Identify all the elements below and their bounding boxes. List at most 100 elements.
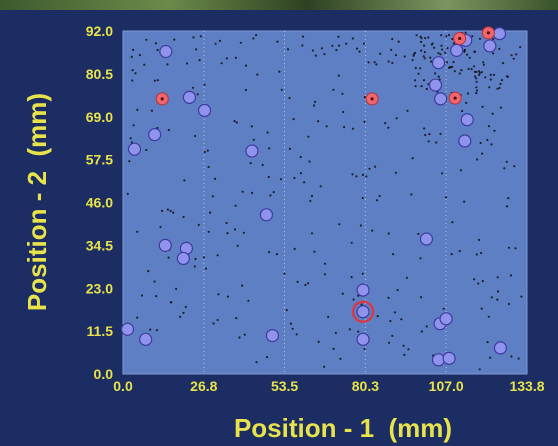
noise-dot — [425, 87, 428, 91]
noise-dot — [448, 66, 451, 69]
noise-dot — [415, 34, 418, 37]
noise-dot — [150, 109, 153, 112]
blue-marker — [483, 39, 497, 53]
noise-dot — [155, 295, 158, 298]
noise-dot — [293, 247, 296, 250]
noise-dot — [471, 35, 474, 38]
noise-dot — [427, 140, 430, 143]
noise-dot — [452, 60, 455, 64]
noise-dot — [239, 41, 242, 44]
noise-dot — [313, 250, 316, 253]
noise-dot — [490, 143, 493, 146]
noise-dot — [489, 73, 492, 76]
noise-dot — [475, 92, 478, 95]
noise-dot — [194, 134, 197, 138]
noise-dot — [166, 208, 169, 211]
noise-dot — [420, 296, 423, 299]
noise-dot — [507, 197, 510, 200]
noise-dot — [450, 253, 453, 256]
noise-dot — [209, 211, 212, 214]
red-marker — [448, 91, 462, 105]
noise-dot — [490, 296, 493, 299]
noise-dot — [499, 106, 502, 109]
noise-dot — [313, 104, 316, 107]
noise-dot — [244, 64, 248, 67]
noise-dot — [505, 205, 509, 208]
noise-dot — [198, 59, 201, 62]
noise-dot — [167, 256, 170, 259]
blue-marker — [176, 251, 190, 266]
noise-dot — [301, 44, 304, 47]
noise-dot — [444, 51, 447, 54]
blue-marker — [120, 322, 135, 336]
x-axis-label: Position - 1 (mm) — [234, 413, 452, 443]
blue-marker — [419, 232, 434, 246]
noise-dot — [220, 62, 223, 65]
noise-dot — [361, 272, 364, 275]
noise-dot — [509, 274, 513, 277]
noise-dot — [507, 246, 511, 249]
noise-dot — [252, 138, 255, 141]
noise-dot — [391, 334, 394, 337]
noise-dot — [218, 39, 221, 43]
noise-dot — [361, 196, 364, 200]
noise-dot — [272, 191, 275, 194]
blue-marker — [259, 208, 274, 222]
noise-dot — [375, 63, 378, 66]
noise-dot — [352, 298, 355, 301]
noise-dot — [161, 209, 164, 212]
blue-marker — [428, 78, 443, 92]
noise-dot — [363, 347, 366, 350]
noise-dot — [476, 158, 479, 161]
noise-dot — [478, 71, 481, 75]
blue-marker — [458, 134, 472, 148]
noise-dot — [286, 48, 290, 51]
noise-dot — [433, 46, 436, 49]
noise-dot — [496, 298, 499, 301]
noise-dot — [261, 163, 264, 167]
noise-dot — [473, 70, 476, 73]
noise-dot — [296, 280, 299, 283]
noise-dot — [431, 42, 434, 45]
noise-dot — [411, 157, 414, 160]
noise-dot — [141, 294, 144, 297]
noise-dot — [480, 307, 483, 310]
noise-dot — [167, 128, 170, 132]
y-tick-label: 80.5 — [86, 66, 113, 82]
noise-dot — [256, 73, 259, 76]
noise-dot — [351, 127, 354, 130]
noise-dot — [458, 249, 461, 253]
noise-dot — [310, 232, 314, 235]
noise-dot — [207, 230, 210, 233]
x-tick-labels: 0.0 26.8 53.5 80.3 107.0 133.8 — [113, 378, 544, 394]
noise-dot — [473, 65, 476, 68]
noise-dot — [194, 257, 197, 261]
noise-dot — [317, 120, 320, 123]
noise-dot — [132, 124, 135, 127]
noise-dot — [453, 70, 456, 73]
noise-dot — [173, 38, 176, 41]
noise-dot — [241, 190, 244, 193]
noise-dot — [387, 60, 390, 63]
noise-dot — [498, 86, 501, 89]
noise-dot — [175, 287, 178, 290]
noise-dot — [478, 368, 481, 371]
noise-dot — [332, 88, 335, 91]
noise-dot — [249, 162, 252, 165]
noise-dot — [395, 117, 398, 120]
noise-dot — [332, 347, 335, 350]
noise-dot — [266, 131, 269, 134]
noise-dot — [243, 333, 246, 336]
noise-dot — [482, 61, 485, 64]
noise-dot — [319, 185, 322, 188]
noise-dot — [359, 224, 362, 227]
noise-dot — [234, 56, 237, 59]
top-photo-strip — [0, 0, 558, 10]
noise-dot — [475, 80, 478, 83]
noise-dot — [481, 280, 484, 283]
blue-marker — [148, 128, 162, 142]
noise-dot — [238, 336, 241, 339]
noise-dot — [126, 192, 129, 195]
noise-dot — [145, 38, 148, 41]
noise-dot — [422, 79, 426, 82]
